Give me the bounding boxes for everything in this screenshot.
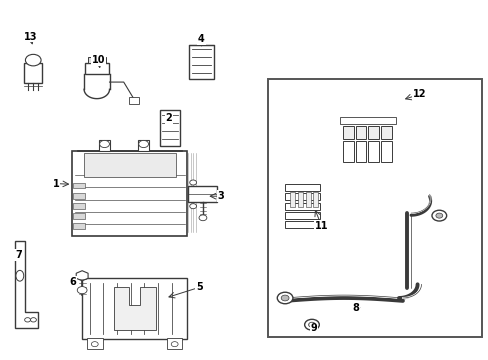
Bar [166,338,182,349]
Circle shape [435,213,442,218]
Bar [73,213,85,219]
Circle shape [30,318,36,322]
Bar [188,45,214,79]
Text: 11: 11 [314,221,328,231]
Circle shape [277,292,292,304]
Bar [380,126,391,139]
Text: 6: 6 [69,276,76,287]
Circle shape [189,180,196,185]
Circle shape [281,295,288,301]
Circle shape [91,342,98,347]
Bar [380,141,391,162]
Text: 7: 7 [15,250,22,260]
Bar [342,126,353,139]
Polygon shape [15,241,38,328]
Circle shape [431,210,446,221]
Circle shape [304,319,319,330]
Bar [82,278,187,339]
Bar [285,203,320,210]
Bar [267,79,481,337]
Circle shape [25,54,41,66]
Circle shape [100,140,109,148]
Bar [72,151,187,236]
Text: 4: 4 [198,34,204,44]
Bar [73,203,85,209]
Circle shape [139,140,148,148]
Bar [285,184,320,191]
Text: 12: 12 [412,89,426,99]
Circle shape [189,204,196,209]
Circle shape [308,322,315,327]
Bar [73,193,85,199]
Ellipse shape [16,270,24,281]
Bar [367,141,378,162]
Bar [85,63,108,74]
Bar [342,141,353,162]
Bar [128,97,139,104]
Text: 3: 3 [217,191,224,201]
Bar [285,221,320,229]
Bar [305,193,310,207]
Bar [340,117,395,124]
Circle shape [77,287,87,294]
Text: 2: 2 [165,113,172,123]
Circle shape [171,342,178,347]
Bar [24,63,42,83]
Text: 9: 9 [310,323,317,333]
Bar [160,110,180,146]
Text: 5: 5 [196,282,203,292]
Polygon shape [113,287,155,330]
Bar [289,193,294,207]
Bar [188,186,216,202]
Bar [367,126,378,139]
Text: 8: 8 [352,303,359,313]
Bar [84,153,176,177]
Bar [88,57,105,63]
Bar [99,140,110,151]
Bar [73,223,85,229]
Text: 1: 1 [53,179,60,189]
Text: 13: 13 [23,32,37,42]
Bar [87,338,102,349]
Circle shape [24,318,30,322]
Bar [285,193,320,201]
Bar [355,141,366,162]
Circle shape [199,215,206,221]
Text: 10: 10 [92,55,105,66]
Bar [285,212,320,219]
Bar [355,126,366,139]
Bar [138,140,149,151]
Bar [73,183,85,188]
Bar [313,193,318,207]
Bar [297,193,302,207]
